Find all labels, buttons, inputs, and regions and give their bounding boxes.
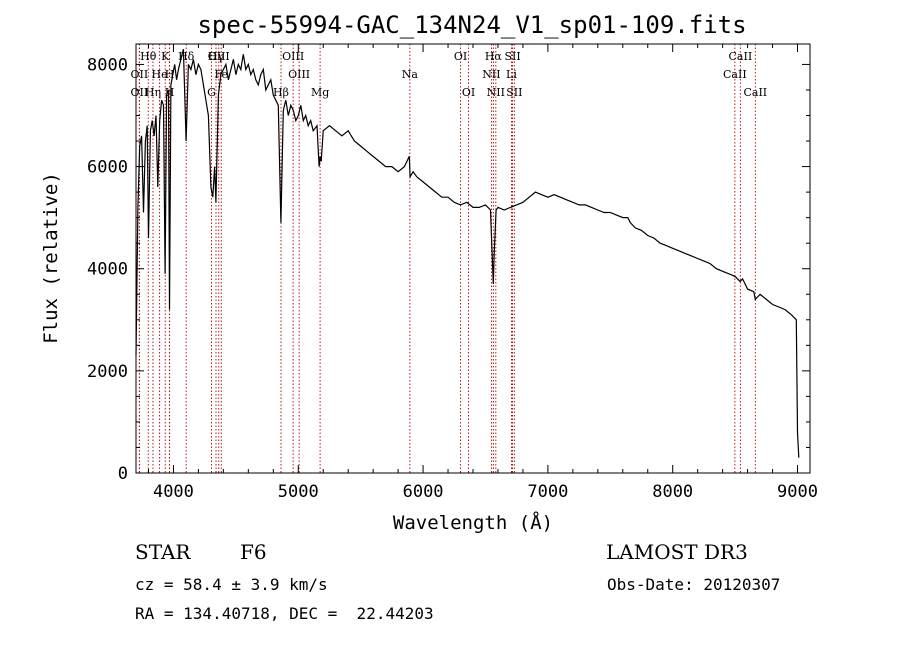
line-label: Hγ [208,50,225,63]
line-label: H [165,68,175,81]
line-label: NII [487,86,505,99]
spectrum-line [135,48,800,458]
plot-frame [135,43,811,474]
observation-date: Obs-Date: 20120307 [607,575,781,594]
line-label: K [161,50,170,63]
line-label: CaII [743,86,767,99]
line-label: Hα [485,50,503,63]
survey-name: LAMOST DR3 [606,540,748,564]
line-label: Hθ [140,50,157,63]
x-tick-label: 8000 [652,482,693,502]
y-axis-label: Flux (relative) [40,172,62,344]
line-label: OIII [282,50,304,63]
line-markers [138,44,756,473]
line-label: OII [131,86,149,99]
redshift-velocity: cz = 58.4 ± 3.9 km/s [135,575,328,594]
x-tick-label: 6000 [403,482,444,502]
y-tick-label: 2000 [87,362,128,382]
line-label: He [152,68,168,81]
x-tick-label: 5000 [278,482,319,502]
y-tick-label: 4000 [87,260,128,280]
coordinates: RA = 134.40718, DEC = 22.44203 [135,604,434,623]
x-tick-label: 4000 [153,482,194,502]
line-label: G [207,86,216,99]
axes: 4000 5000 6000 7000 8000 9000 0 2000 4000 6000 800… [87,44,818,502]
line-label: Hη [145,86,161,99]
line-label: H [165,86,175,99]
line-label: OI [462,86,475,99]
line-label: OIII [288,68,310,81]
x-tick-label: 7000 [527,482,568,502]
line-label: NII [482,68,500,81]
y-tick-label: 0 [118,464,128,484]
chart-title: spec-55994-GAC_134N24_V1_sp01-109.fits [197,11,746,39]
line-label: Na [402,68,419,81]
line-label: OII [131,68,149,81]
y-tick-label: 8000 [87,55,128,75]
line-label: OI [454,50,467,63]
line-label: SII [504,50,520,63]
line-label: Mg [311,86,329,99]
line-label: Hβ [273,86,289,99]
line-label: CaII [723,68,747,81]
object-subclass: F6 [240,540,267,564]
object-class: STAR [135,540,191,564]
line-label: SII [506,86,522,99]
line-label: CaII [729,50,753,63]
x-tick-label: 9000 [777,482,818,502]
x-axis-label: Wavelength (Å) [393,511,553,534]
line-label: Li [506,68,517,81]
line-label: OIII [208,50,230,63]
y-tick-label: 6000 [87,158,128,178]
